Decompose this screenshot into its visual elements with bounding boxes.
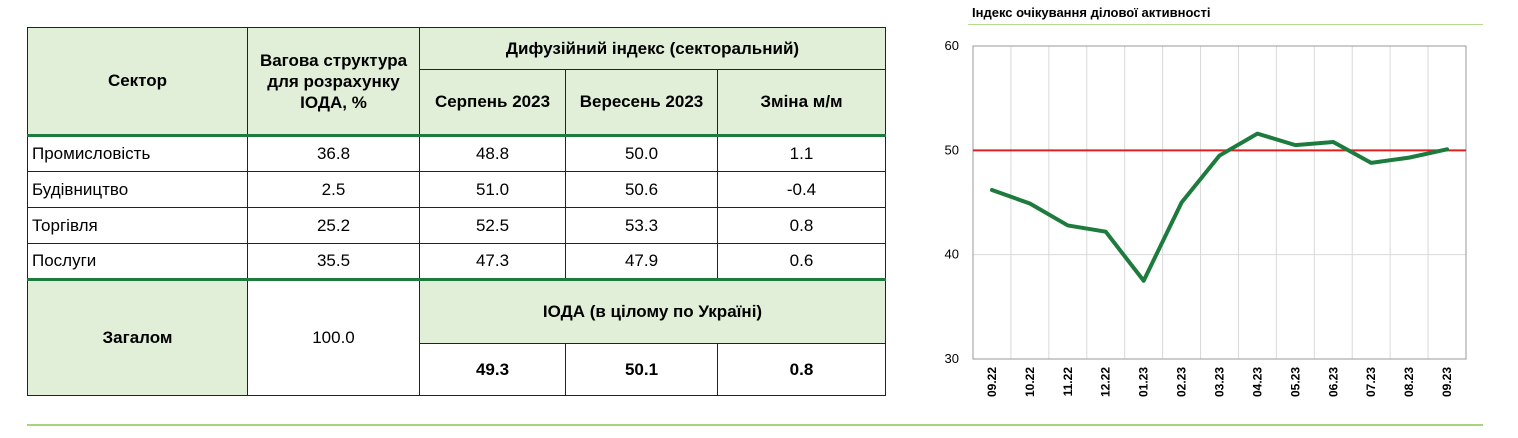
row-sep: 47.9 bbox=[565, 243, 718, 280]
ioda-sep: 50.1 bbox=[565, 343, 718, 396]
x-tick-label: 07.23 bbox=[1364, 367, 1378, 397]
table-row: Будівництво 2.5 51.0 50.6 -0.4 bbox=[27, 171, 886, 208]
x-tick-label: 12.22 bbox=[1099, 367, 1113, 397]
table-row: Промисловість 36.8 48.8 50.0 1.1 bbox=[27, 134, 886, 172]
x-tick-label: 11.22 bbox=[1061, 367, 1075, 397]
row-sep: 50.0 bbox=[565, 134, 718, 172]
row-sector: Промисловість bbox=[27, 134, 248, 172]
row-aug: 51.0 bbox=[419, 171, 566, 208]
row-weight: 36.8 bbox=[247, 134, 420, 172]
y-tick-label: 60 bbox=[945, 38, 959, 53]
row-change: 0.8 bbox=[717, 207, 886, 244]
x-tick-label: 09.23 bbox=[1440, 367, 1454, 397]
chart-title: Індекс очікування ділової активності bbox=[972, 5, 1211, 20]
total-weight: 100.0 bbox=[247, 278, 420, 396]
x-tick-label: 05.23 bbox=[1288, 367, 1302, 397]
chart-title-rule bbox=[968, 24, 1483, 25]
row-weight: 35.5 bbox=[247, 243, 420, 280]
row-change: 1.1 bbox=[717, 134, 886, 172]
row-aug: 52.5 bbox=[419, 207, 566, 244]
y-tick-label: 30 bbox=[945, 351, 959, 366]
table-row: Послуги 35.5 47.3 47.9 0.6 bbox=[27, 243, 886, 280]
row-sector: Послуги bbox=[27, 243, 248, 280]
row-aug: 48.8 bbox=[419, 134, 566, 172]
series-line bbox=[989, 131, 1450, 283]
row-change: 0.6 bbox=[717, 243, 886, 280]
y-tick-label: 40 bbox=[945, 247, 959, 262]
y-tick-label: 50 bbox=[945, 142, 959, 157]
x-tick-label: 06.23 bbox=[1326, 367, 1340, 397]
header-sep-2023: Вересень 2023 bbox=[565, 69, 718, 136]
bottom-rule bbox=[27, 424, 1483, 426]
header-weight: Вагова структура для розрахунку ІОДА, % bbox=[247, 27, 420, 136]
sector-index-table: Сектор Вагова структура для розрахунку І… bbox=[27, 27, 886, 396]
x-tick-label: 08.23 bbox=[1402, 367, 1416, 397]
total-label: Загалом bbox=[27, 278, 248, 396]
x-tick-label: 01.23 bbox=[1137, 367, 1151, 397]
ioda-values-row: 49.3 50.1 0.8 bbox=[28, 343, 886, 396]
x-tick-label: 03.23 bbox=[1213, 367, 1227, 397]
plot-frame bbox=[972, 45, 1467, 360]
header-change: Зміна м/м bbox=[717, 69, 886, 136]
x-tick-label: 09.22 bbox=[985, 367, 999, 397]
x-tick-label: 04.23 bbox=[1250, 367, 1264, 397]
row-sector: Будівництво bbox=[27, 171, 248, 208]
row-weight: 25.2 bbox=[247, 207, 420, 244]
row-weight: 2.5 bbox=[247, 171, 420, 208]
table-row: Торгівля 25.2 52.5 53.3 0.8 bbox=[27, 207, 886, 244]
ioda-label: ІОДА (в цілому по Україні) bbox=[419, 278, 886, 344]
row-aug: 47.3 bbox=[419, 243, 566, 280]
header-diffusion-index: Дифузійний індекс (секторальний) bbox=[419, 27, 886, 70]
header-sector: Сектор bbox=[27, 27, 248, 136]
chart-grid bbox=[973, 45, 1466, 360]
row-sep: 50.6 bbox=[565, 171, 718, 208]
row-change: -0.4 bbox=[717, 171, 886, 208]
y-axis-ticks: 30 40 50 60 bbox=[945, 38, 959, 366]
x-tick-label: 10.22 bbox=[1023, 367, 1037, 397]
x-tick-label: 02.23 bbox=[1175, 367, 1189, 397]
row-sep: 53.3 bbox=[565, 207, 718, 244]
total-row: Загалом 100.0 ІОДА (в цілому по Україні) bbox=[27, 278, 886, 396]
ioda-aug: 49.3 bbox=[419, 343, 566, 396]
header-aug-2023: Серпень 2023 bbox=[419, 69, 566, 136]
x-axis-ticks: 09.22 10.22 11.22 12.22 01.23 02.23 03.23 04.23… bbox=[985, 367, 1454, 397]
row-sector: Торгівля bbox=[27, 207, 248, 244]
ioda-change: 0.8 bbox=[717, 343, 886, 396]
